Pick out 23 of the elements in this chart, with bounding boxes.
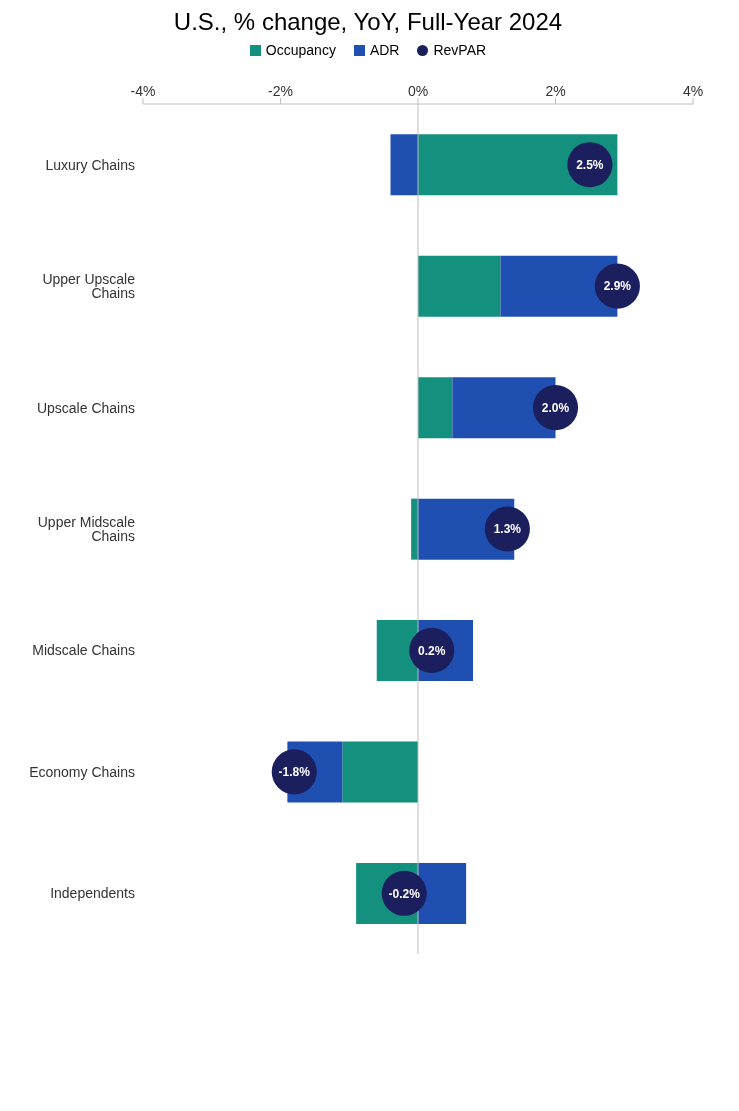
y-tick-label: Upper Midscale Chains — [37, 513, 136, 544]
y-tick-label: Upscale Chains — [36, 399, 135, 416]
data-label: 2.0% — [541, 400, 570, 415]
y-tick-label: Independents — [50, 885, 135, 902]
x-tick-label: -2% — [268, 83, 293, 99]
data-label: 0.2% — [418, 643, 446, 658]
data-label: -0.2% — [388, 886, 421, 901]
data-label: 1.3% — [493, 522, 522, 537]
legend-label: ADR — [368, 42, 400, 58]
chart-title: U.S., % change, YoY, Full-Year 2024 — [172, 8, 564, 36]
y-tick-label: Upper Upscale Chains — [42, 271, 136, 302]
data-label: 2.5% — [576, 157, 604, 172]
y-tick-label: Economy Chains — [29, 763, 135, 780]
data-label: -1.8% — [278, 765, 311, 780]
legend-label: RevPAR — [432, 42, 487, 58]
x-tick-label: -4% — [130, 83, 156, 99]
y-tick-label: Luxury Chains — [45, 156, 135, 173]
y-tick-label: Midscale Chains — [32, 642, 135, 659]
x-tick-label: 2% — [545, 83, 566, 99]
legend-label: Occupancy — [264, 42, 336, 58]
x-tick-label: 0% — [407, 83, 429, 99]
data-label: 2.9% — [603, 279, 632, 294]
x-tick-label: 4% — [682, 83, 704, 99]
